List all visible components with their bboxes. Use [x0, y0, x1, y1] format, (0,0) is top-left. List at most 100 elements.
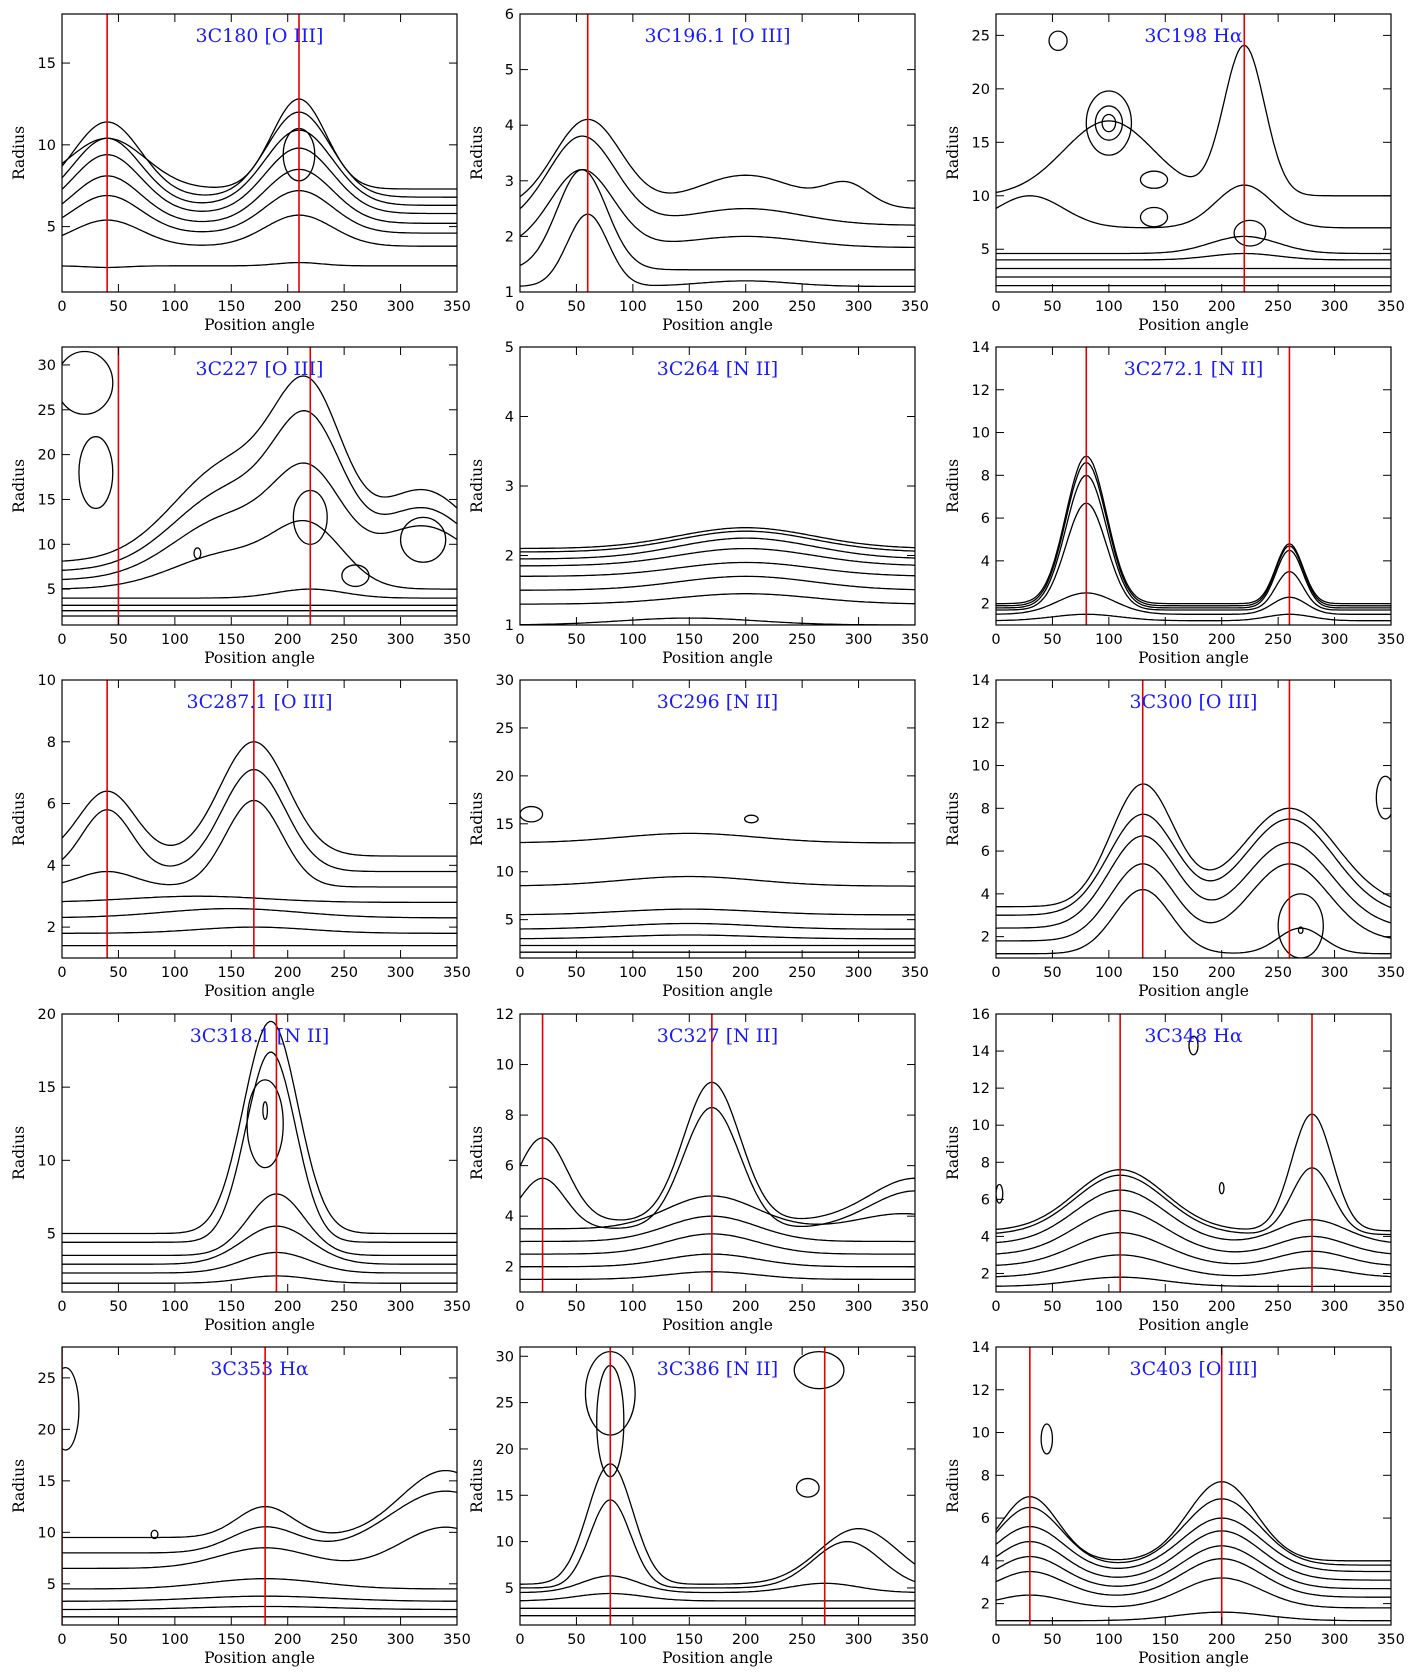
panel-title: 3C296 [N II]: [657, 691, 778, 713]
y-tick-label: 20: [496, 769, 514, 785]
y-tick-label: 15: [38, 1474, 56, 1490]
contour-line: [996, 235, 1391, 255]
x-tick-label: 100: [161, 299, 189, 315]
x-tick-label: 0: [515, 1299, 524, 1315]
x-tick-label: 200: [274, 299, 302, 315]
x-tick-label: 300: [387, 1632, 415, 1648]
contour-loop: [262, 1101, 269, 1120]
contour-line: [996, 1276, 1391, 1288]
contour-line: [996, 1113, 1391, 1232]
y-tick-label: 10: [972, 189, 990, 205]
x-tick-label: 350: [443, 299, 471, 315]
panel-title: 3C198 Hα: [1144, 25, 1243, 47]
contour-loop: [1188, 1035, 1199, 1056]
panel-title: 3C196.1 [O III]: [644, 25, 790, 47]
x-tick-label: 150: [675, 299, 703, 315]
contour-line: [996, 1167, 1391, 1236]
chart-panel: 0 50 100 150 200 250 300 350 2 4 6 8 10 Position angl…: [2, 666, 471, 1010]
y-tick-label: 5: [47, 1226, 56, 1242]
contour-line: [520, 527, 915, 550]
x-tick-label: 200: [1208, 1299, 1236, 1315]
panel-title: 3C287.1 [O III]: [186, 691, 332, 713]
x-tick-label: 150: [1151, 1632, 1179, 1648]
chart-svg: 0 50 100 150 200 250 300 350 2 4 6 8 10 12 14 16 Positio…: [944, 1007, 1405, 1334]
x-tick-label: 300: [387, 1299, 415, 1315]
contour-loop: [1218, 1182, 1225, 1195]
contour-loop: [1040, 1423, 1054, 1455]
y-tick-label: 10: [496, 1058, 514, 1074]
panel-title: 3C264 [N II]: [657, 358, 778, 380]
contour-line: [62, 375, 457, 562]
y-axis-label: Radius: [468, 792, 486, 846]
contour-line: [520, 832, 915, 844]
chart-svg: 0 50 100 150 200 250 300 350 5 10 15 20 25 30 Position…: [468, 1346, 929, 1667]
contour-line: [62, 147, 457, 215]
contour-loop: [1094, 105, 1124, 141]
x-tick-label: 200: [274, 632, 302, 648]
contour-line: [520, 1195, 915, 1230]
x-tick-label: 250: [1264, 965, 1292, 981]
chart-panel: 0 50 100 150 200 250 300 350 2 4 6 8 10 12 14 Position …: [936, 1333, 1405, 1677]
x-tick-label: 250: [1264, 1299, 1292, 1315]
contour-line: [520, 1253, 915, 1268]
chart-svg: 0 50 100 150 200 250 300 350 2 4 6 8 10 Position angl…: [10, 673, 471, 1000]
panel-title: 3C180 [O III]: [196, 25, 324, 47]
y-tick-label: 10: [972, 759, 990, 775]
x-tick-label: 350: [901, 632, 929, 648]
contour-line: [520, 1233, 915, 1255]
x-tick-label: 0: [991, 299, 1000, 315]
y-tick-label: 10: [972, 426, 990, 442]
x-axis-label: Position angle: [1138, 649, 1249, 667]
x-tick-label: 350: [443, 965, 471, 981]
x-tick-label: 100: [619, 1632, 647, 1648]
x-axis-label: Position angle: [204, 649, 315, 667]
y-tick-label: 2: [505, 549, 514, 565]
contour-line: [520, 1215, 915, 1243]
x-tick-label: 300: [845, 1299, 873, 1315]
x-tick-label: 350: [443, 632, 471, 648]
contour-loop: [193, 547, 202, 560]
y-tick-label: 14: [972, 673, 990, 689]
y-tick-label: 3: [505, 174, 514, 190]
y-tick-label: 15: [496, 1488, 514, 1504]
plot-area: [62, 1014, 457, 1292]
x-tick-label: 0: [57, 299, 66, 315]
chart-panel: 0 50 100 150 200 250 300 350 2 4 6 8 10 12 14 Position …: [936, 666, 1405, 1010]
contour-line: [62, 1490, 457, 1554]
x-tick-label: 150: [217, 965, 245, 981]
x-tick-label: 150: [1151, 965, 1179, 981]
y-tick-label: 30: [496, 673, 514, 689]
panel-title: 3C353 Hα: [210, 1358, 309, 1380]
contour-line: [520, 547, 915, 567]
plot-frame: [519, 1013, 916, 1293]
y-axis-label: Radius: [944, 792, 962, 846]
contour-line: [62, 799, 457, 888]
contour-line: [520, 934, 915, 940]
x-tick-label: 300: [387, 299, 415, 315]
y-axis-label: Radius: [10, 126, 28, 180]
y-tick-label: 6: [505, 1159, 514, 1175]
y-tick-label: 2: [981, 1597, 990, 1613]
x-tick-label: 150: [1151, 632, 1179, 648]
contour-loop: [62, 1366, 80, 1451]
y-tick-label: 2: [981, 1266, 990, 1282]
contour-line: [996, 252, 1391, 261]
x-tick-label: 50: [567, 299, 585, 315]
contour-line: [996, 1232, 1391, 1266]
x-tick-label: 300: [1321, 632, 1349, 648]
x-tick-label: 250: [788, 299, 816, 315]
x-tick-label: 150: [675, 1299, 703, 1315]
contour-line: [520, 135, 915, 226]
x-axis-label: Position angle: [1138, 1316, 1249, 1334]
x-tick-label: 0: [57, 1632, 66, 1648]
x-tick-label: 0: [991, 632, 1000, 648]
x-tick-label: 350: [1377, 632, 1405, 648]
x-tick-label: 350: [1377, 1632, 1405, 1648]
x-tick-label: 50: [567, 1632, 585, 1648]
x-axis-label: Position angle: [204, 1316, 315, 1334]
x-tick-label: 50: [109, 965, 127, 981]
y-tick-label: 10: [496, 1535, 514, 1551]
contour-line: [996, 455, 1391, 605]
x-tick-label: 100: [1095, 299, 1123, 315]
y-tick-label: 12: [972, 383, 990, 399]
